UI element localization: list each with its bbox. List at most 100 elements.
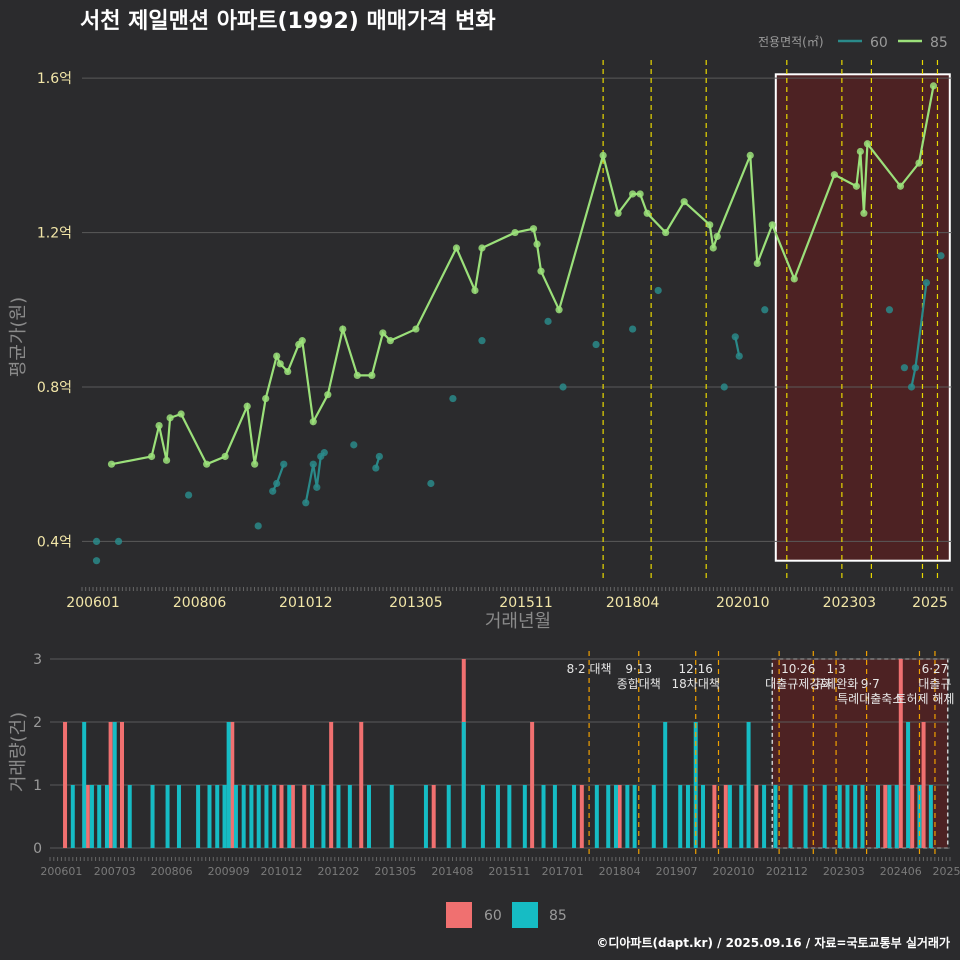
x-tick-label: 200601 [40, 865, 82, 878]
data-point-85 [386, 337, 394, 345]
bar-85 [104, 785, 109, 848]
data-point-85 [790, 275, 798, 283]
data-point-85 [177, 410, 185, 418]
x-tick-label: 202010 [716, 595, 769, 611]
bar-85 [97, 785, 102, 848]
bar-60 [120, 722, 124, 848]
bar-85 [112, 722, 117, 848]
data-point-85 [203, 460, 211, 468]
data-point-85 [251, 460, 259, 468]
x-tick-label: 201408 [431, 865, 473, 878]
data-point-60 [544, 317, 552, 325]
policy-annotation: 9·13 [625, 662, 652, 676]
data-point-60 [731, 333, 739, 341]
bar-85 [685, 785, 690, 848]
data-point-85 [221, 452, 229, 461]
data-point-60 [254, 522, 262, 530]
y-tick-label: 0.4억 [37, 534, 72, 550]
data-point-85 [529, 225, 538, 233]
data-point-60 [478, 337, 486, 345]
bar-85 [89, 785, 94, 848]
data-point-60 [654, 286, 662, 295]
data-point-85 [162, 456, 171, 464]
data-point-85 [262, 394, 270, 403]
data-point-85 [368, 371, 376, 380]
data-point-85 [768, 221, 776, 229]
y-tick-label: 1.2억 [37, 226, 72, 242]
bar-85 [310, 785, 315, 848]
policy-annotation: 9·7 [861, 677, 880, 691]
bar-85 [701, 785, 706, 848]
series-line-60 [914, 282, 928, 368]
bar-85 [822, 785, 827, 848]
bar-85 [522, 785, 527, 848]
data-point-85 [533, 240, 541, 248]
data-point-60 [114, 537, 123, 545]
bar-85 [272, 785, 277, 848]
bar-85 [651, 785, 656, 848]
bar-85 [207, 785, 212, 848]
bottom-y-axis-label: 거래량(건) [8, 712, 29, 792]
top-x-ticks: 200601 200806 201012 201305 201511 201804 2020… [66, 587, 953, 611]
bar-85 [845, 785, 850, 848]
bar-85 [127, 785, 132, 848]
bar-85 [572, 785, 577, 848]
data-point-85 [643, 209, 651, 217]
x-tick-label: 201305 [389, 595, 442, 611]
data-point-85 [709, 244, 717, 252]
bar-85 [176, 785, 181, 848]
data-point-85 [662, 228, 670, 237]
bar-85 [663, 722, 668, 848]
bar-60 [108, 722, 113, 848]
bar-85 [347, 785, 352, 848]
bar-85 [928, 785, 933, 848]
y-tick-label: 2 [33, 715, 42, 731]
bar-85 [803, 785, 808, 848]
policy-annotation: 8·2 대책 [567, 661, 612, 676]
bar-85 [894, 785, 899, 848]
data-point-85 [478, 244, 486, 252]
data-point-60 [92, 557, 101, 565]
data-point-60 [559, 383, 567, 391]
top-y-axis-label: 평균가(원) [8, 297, 29, 377]
x-tick-label: 201305 [374, 865, 416, 878]
data-point-60 [185, 491, 193, 499]
bar-60 [302, 785, 307, 848]
x-tick-label: 202303 [823, 865, 865, 878]
bar-85 [773, 785, 778, 848]
data-point-60 [907, 383, 916, 391]
bar-85 [552, 785, 557, 848]
bar-85 [321, 785, 326, 848]
data-point-85 [339, 325, 347, 333]
bar-85 [541, 785, 546, 848]
data-point-60 [735, 352, 743, 360]
x-tick-label: 200806 [173, 595, 227, 611]
bar-60 [883, 785, 888, 848]
x-tick-label: 201907 [656, 865, 698, 878]
bar-60 [290, 785, 295, 848]
bar-60 [63, 722, 68, 848]
bar-85 [632, 785, 637, 848]
bar-85 [727, 785, 732, 848]
bar-60 [898, 659, 903, 848]
data-point-60 [372, 464, 380, 472]
bar-85 [256, 785, 261, 848]
x-tick-label: 200703 [94, 865, 136, 878]
bar-85 [241, 785, 246, 848]
x-tick-label: 201202 [317, 865, 359, 878]
data-point-85 [706, 221, 714, 229]
data-point-60 [900, 364, 909, 372]
bottom-legend-swatch-60 [446, 902, 472, 928]
policy-annotation: 18차대책 [672, 676, 720, 691]
bar-85 [249, 785, 254, 848]
data-point-85 [746, 151, 754, 159]
bar-60 [921, 722, 926, 848]
bar-85 [788, 785, 793, 848]
data-point-85 [107, 460, 116, 468]
bar-85 [70, 785, 75, 848]
y-tick-label: 0 [33, 841, 42, 857]
bar-85 [693, 722, 698, 848]
bar-85 [606, 785, 611, 848]
data-point-85 [929, 82, 938, 90]
bar-60 [431, 785, 436, 848]
